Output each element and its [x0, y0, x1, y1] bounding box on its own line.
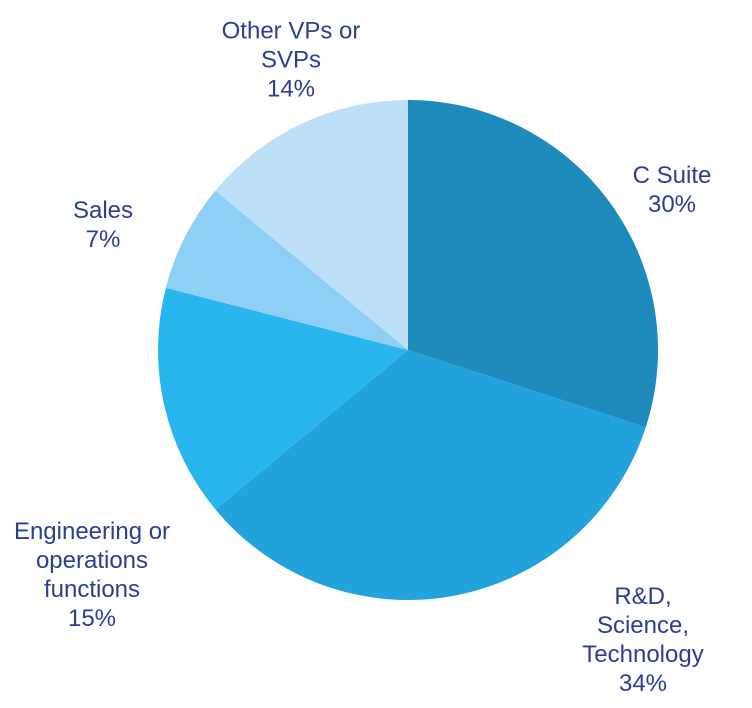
slice-label: Sales 7% — [43, 196, 163, 254]
value-label: 7% — [85, 226, 121, 253]
pie-slice — [158, 287, 408, 510]
category-label: Engineering or operations functions — [13, 518, 171, 603]
pie-slice — [215, 350, 646, 601]
value-label: 34% — [618, 670, 668, 697]
pie-slice — [165, 190, 408, 350]
slice-label: C Suite 30% — [612, 161, 732, 219]
pie-slice — [215, 100, 408, 350]
slice-label: R&D, Science, Technology 34% — [568, 582, 718, 698]
category-label: Other VPs or SVPs — [221, 17, 361, 74]
category-label: Sales — [72, 197, 134, 224]
pie-slice — [408, 100, 658, 428]
value-label: 15% — [67, 605, 117, 632]
value-label: 30% — [647, 191, 697, 218]
slice-label: Other VPs or SVPs 14% — [216, 17, 366, 104]
category-label: C Suite — [632, 162, 712, 189]
slice-label: Engineering or operations functions 15% — [12, 517, 172, 633]
category-label: R&D, Science, Technology — [582, 583, 704, 668]
value-label: 14% — [266, 75, 316, 103]
